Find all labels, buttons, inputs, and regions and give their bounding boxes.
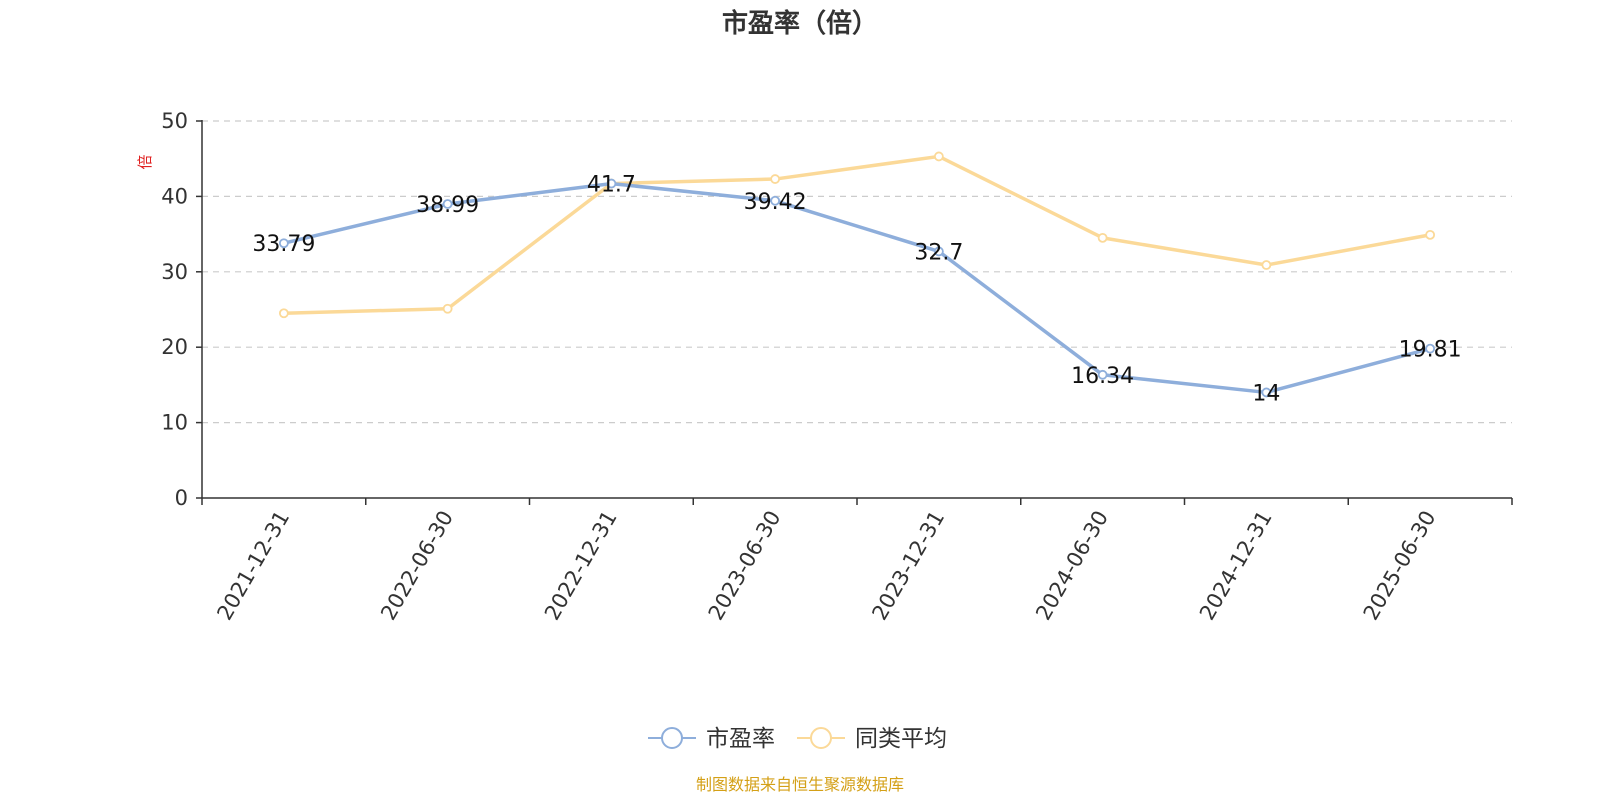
y-tick-label: 20: [161, 335, 188, 359]
data-point: [606, 178, 617, 189]
legend-label: 同类平均: [855, 726, 947, 752]
data-label: 14: [1252, 381, 1280, 406]
legend-item-0[interactable]: 市盈率: [648, 726, 775, 752]
legend[interactable]: 市盈率 同类平均: [648, 726, 947, 752]
data-label: 16.34: [1071, 364, 1134, 389]
series-line-1: [282, 154, 1432, 316]
data-label: 39.42: [744, 190, 807, 215]
data-point: [278, 238, 289, 249]
x-tick-label: 2022-06-30: [376, 507, 458, 625]
axes: 0 10 20 30 40 50 2021-12-31 2022-06-30 2022-12-3…: [161, 109, 1513, 625]
x-tick-label: 2022-12-31: [540, 507, 622, 625]
y-tick-label: 10: [161, 411, 188, 435]
data-point: [933, 151, 944, 162]
data-label: 41.7: [587, 173, 636, 198]
data-label: 33.79: [252, 232, 315, 257]
x-tick-label: 2023-06-30: [704, 507, 786, 625]
data-label: 38.99: [416, 193, 479, 218]
x-tick-label: 2023-12-31: [867, 507, 949, 625]
y-tick-label: 40: [161, 184, 188, 208]
data-point: [1097, 232, 1108, 243]
chart-title: 市盈率（倍）: [722, 8, 878, 39]
data-point: [770, 195, 781, 206]
x-tick-label: 2021-12-31: [212, 507, 294, 625]
legend-item-1[interactable]: 同类平均: [797, 726, 947, 752]
x-tick-label: 2024-12-31: [1195, 507, 1277, 625]
data-point: [933, 246, 944, 257]
y-tick-label: 30: [161, 260, 188, 284]
y-tick-label: 50: [161, 109, 188, 133]
data-point: [1261, 260, 1272, 270]
series-lines: [278, 151, 1436, 398]
data-point: [1261, 387, 1272, 398]
data-point: [278, 308, 289, 319]
data-label: 32.7: [914, 240, 963, 265]
source-note: 制图数据来自恒生聚源数据库: [696, 775, 904, 794]
data-point: [1425, 229, 1436, 240]
data-point: [1097, 369, 1108, 380]
x-tick-label: 2024-06-30: [1031, 507, 1113, 625]
legend-label: 市盈率: [706, 726, 775, 752]
legend-marker-icon: [661, 727, 683, 749]
data-point: [770, 174, 781, 184]
series-line-0: [282, 181, 1432, 395]
data-label: 19.81: [1399, 338, 1462, 363]
y-axis-unit: 倍: [136, 154, 154, 169]
grid-lines: [202, 120, 1512, 424]
data-point: [442, 303, 453, 314]
legend-marker-icon: [810, 727, 832, 749]
x-tick-label: 2025-06-30: [1359, 507, 1441, 625]
y-tick-label: 0: [175, 486, 188, 510]
data-labels: 33.79 38.99 41.7 39.42 32.7 16.34 14 19.81: [252, 173, 1461, 407]
data-point: [442, 199, 453, 209]
data-point: [1425, 343, 1436, 354]
